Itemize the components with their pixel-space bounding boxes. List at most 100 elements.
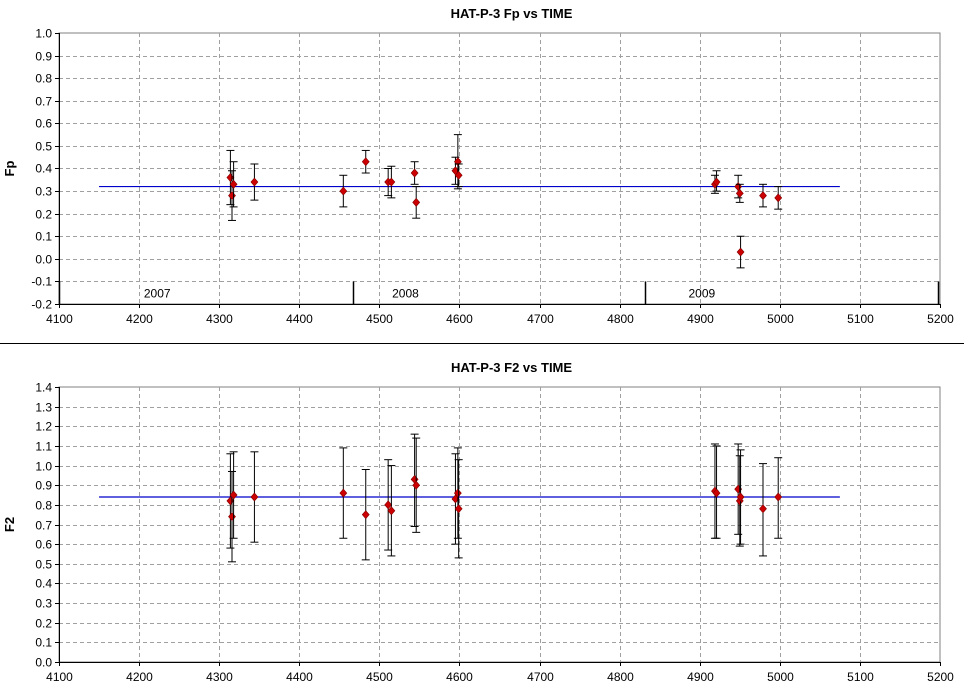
- diamond-marker: [412, 480, 421, 490]
- y-tick-label: 0.7: [35, 95, 52, 109]
- data-point: [384, 459, 393, 551]
- diamond-marker: [339, 186, 348, 196]
- diamond-marker: [384, 500, 393, 510]
- diamond-marker: [759, 191, 767, 201]
- x-tick-label: 4400: [286, 670, 313, 684]
- data-point: [361, 149, 370, 174]
- data-point: [250, 451, 259, 543]
- data-point: [412, 437, 421, 533]
- diamond-marker: [250, 177, 259, 187]
- x-tick-label: 4800: [607, 312, 634, 326]
- data-point: [339, 447, 348, 539]
- x-tick-label: 4700: [527, 670, 554, 684]
- diamond-marker: [759, 504, 767, 514]
- chart-1: -0.2 -0.1 0.0 0.1 0.2 0.3 0.4 0.5 0.6 0.7 0.8 0.9 1.…: [2, 6, 954, 326]
- y-tick-label: 0.2: [35, 208, 52, 222]
- y-tick-label: 0.8: [35, 72, 52, 86]
- data-point: [758, 183, 767, 208]
- x-tick-label: 4600: [446, 670, 473, 684]
- x-tick-label: 4300: [206, 312, 233, 326]
- diamond-marker: [736, 492, 745, 502]
- chart-2: 0.0 0.1 0.2 0.3 0.4 0.5 0.6 0.7 0.8 0.9 1.0 1.1 1.2 1…: [2, 360, 954, 684]
- diamond-marker: [361, 157, 370, 167]
- diamond-marker: [339, 488, 348, 498]
- x-tick-label: 4100: [46, 312, 73, 326]
- data-point: [774, 186, 783, 210]
- x-tick-label: 5200: [927, 670, 954, 684]
- diamond-marker: [229, 179, 238, 189]
- x-tick-label: 5000: [767, 312, 794, 326]
- chart-title: HAT-P-3 Fp vs TIME: [451, 6, 573, 21]
- data-point: [361, 469, 370, 561]
- data-point: [412, 186, 421, 219]
- data-point: [712, 170, 721, 192]
- diamond-marker: [735, 188, 744, 198]
- x-tick-label: 5000: [767, 670, 794, 684]
- plot-area: [58, 32, 941, 305]
- data-point: [736, 449, 745, 545]
- y-tick-label: 0.6: [35, 117, 52, 131]
- y-tick-label: 1.0: [35, 27, 52, 41]
- diamond-marker: [454, 170, 463, 180]
- y-tick-label: 0.1: [35, 230, 52, 244]
- diamond-marker: [250, 492, 259, 502]
- y-tick-label: 0.2: [35, 617, 52, 631]
- y-tick-label: 0.4: [35, 577, 52, 591]
- y-tick-label: -0.2: [31, 298, 52, 312]
- data-point: [387, 165, 396, 199]
- x-tick-label: 4900: [687, 670, 714, 684]
- data-point: [735, 183, 744, 203]
- x-tick-label: 4600: [446, 312, 473, 326]
- y-tick-label: -0.1: [31, 275, 52, 289]
- diamond-marker: [736, 247, 745, 257]
- data-point: [339, 174, 348, 208]
- x-tick-label: 5200: [927, 312, 954, 326]
- y-tick-label: 0.7: [35, 519, 52, 533]
- diamond-marker: [454, 504, 463, 514]
- y-tick-label: 0.4: [35, 162, 52, 176]
- x-tick-label: 4800: [607, 670, 634, 684]
- y-tick-label: 0.8: [35, 499, 52, 513]
- y-tick-label: 0.3: [35, 597, 52, 611]
- diamond-marker: [412, 197, 421, 207]
- data-point: [229, 451, 238, 539]
- diamond-marker: [453, 488, 462, 498]
- year-label: 2007: [144, 286, 171, 300]
- diamond-marker: [712, 177, 721, 187]
- data-point: [453, 447, 462, 539]
- y-tick-label: 0.5: [35, 558, 52, 572]
- diamond-marker: [410, 168, 419, 178]
- y-tick-label: 1.1: [35, 440, 52, 454]
- y-tick-label: 0.6: [35, 538, 52, 552]
- diamond-marker: [387, 506, 396, 516]
- diamond-marker: [387, 177, 396, 187]
- y-tick-label: 1.4: [35, 381, 52, 395]
- y-tick-label: 0.5: [35, 140, 52, 154]
- diamond-marker: [712, 488, 721, 498]
- data-point: [454, 163, 463, 188]
- x-tick-label: 5100: [847, 670, 874, 684]
- x-tick-label: 4300: [206, 670, 233, 684]
- diamond-marker: [229, 490, 238, 500]
- data-point: [736, 235, 745, 269]
- y-axis-label: F2: [2, 517, 17, 532]
- diamond-marker: [774, 193, 783, 203]
- x-tick-label: 4900: [687, 312, 714, 326]
- year-label: 2008: [392, 286, 419, 300]
- data-point: [454, 459, 463, 559]
- x-tick-label: 4500: [366, 670, 393, 684]
- x-tick-label: 4400: [286, 312, 313, 326]
- data-point: [250, 163, 259, 201]
- y-tick-label: 0.0: [35, 253, 52, 267]
- y-tick-label: 1.3: [35, 401, 52, 415]
- x-tick-label: 4200: [126, 312, 153, 326]
- x-tick-label: 4100: [46, 670, 73, 684]
- y-axis-label: Fp: [2, 161, 17, 177]
- plot-area: [58, 386, 941, 663]
- data-point: [410, 161, 419, 185]
- chart-title: HAT-P-3 F2 vs TIME: [451, 360, 572, 375]
- diamond-marker: [774, 492, 783, 502]
- data-point: [229, 161, 238, 208]
- data-point: [712, 445, 721, 539]
